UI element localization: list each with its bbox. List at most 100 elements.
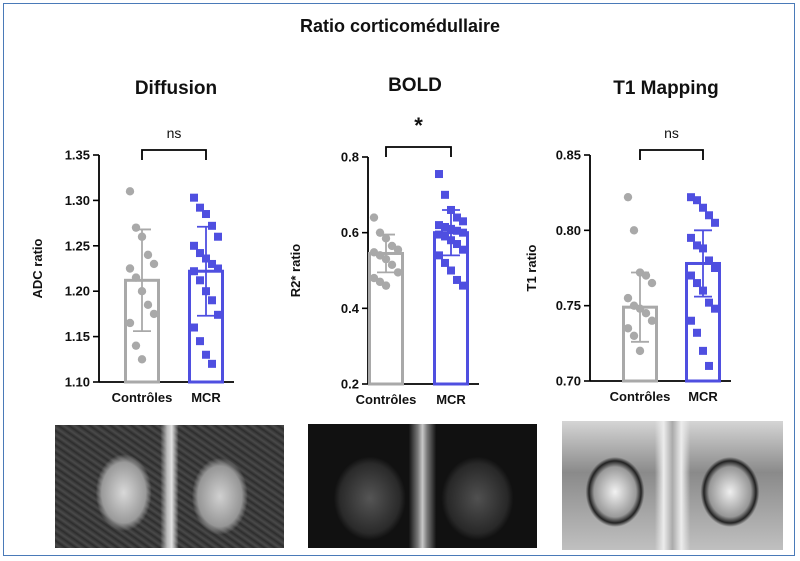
data-point bbox=[208, 296, 216, 305]
data-point bbox=[693, 241, 701, 250]
y-tick-label: 1.10 bbox=[65, 375, 90, 390]
data-point bbox=[453, 275, 461, 284]
data-point bbox=[635, 304, 645, 313]
data-point bbox=[453, 240, 461, 249]
data-point bbox=[711, 218, 719, 227]
y-tick-label: 1.30 bbox=[65, 193, 90, 208]
panel-title: T1 Mapping bbox=[613, 78, 719, 99]
data-point bbox=[459, 217, 467, 226]
data-point bbox=[447, 236, 455, 245]
data-point bbox=[190, 241, 198, 250]
data-point bbox=[375, 277, 385, 287]
data-point bbox=[441, 222, 449, 231]
mri-t1-mapping-image bbox=[562, 421, 783, 550]
data-point bbox=[143, 300, 153, 310]
mri-bold-image bbox=[308, 424, 537, 548]
data-point bbox=[393, 268, 403, 277]
data-point bbox=[125, 187, 135, 196]
data-point bbox=[381, 234, 391, 243]
data-point bbox=[208, 221, 216, 230]
data-point bbox=[369, 273, 379, 283]
y-tick-label: 0.2 bbox=[341, 377, 359, 392]
data-point bbox=[435, 221, 443, 230]
data-point bbox=[693, 196, 701, 205]
data-point bbox=[459, 281, 467, 290]
significance-bracket bbox=[639, 149, 704, 160]
data-point bbox=[196, 203, 204, 212]
significance-bracket bbox=[385, 146, 452, 157]
y-tick-label: 0.80 bbox=[556, 223, 581, 238]
data-point bbox=[387, 260, 397, 270]
data-point bbox=[623, 293, 633, 303]
data-point bbox=[125, 318, 135, 328]
significance-bracket bbox=[141, 149, 207, 160]
data-point bbox=[647, 278, 657, 288]
data-point bbox=[441, 190, 449, 199]
data-point bbox=[629, 226, 639, 235]
data-point bbox=[687, 193, 695, 202]
data-point bbox=[693, 328, 701, 337]
data-point bbox=[711, 264, 719, 272]
data-point bbox=[435, 170, 443, 179]
data-point bbox=[441, 232, 449, 241]
y-tick-label: 0.8 bbox=[341, 150, 359, 165]
data-point bbox=[149, 259, 159, 269]
data-point bbox=[202, 254, 210, 263]
data-point bbox=[131, 341, 141, 350]
data-point bbox=[441, 258, 449, 267]
data-point bbox=[190, 267, 198, 276]
data-point bbox=[635, 346, 645, 356]
y-axis-label: T1 ratio bbox=[524, 244, 539, 291]
data-point bbox=[693, 279, 701, 288]
data-point bbox=[196, 337, 204, 346]
x-tick-label: MCR bbox=[436, 392, 466, 407]
data-point bbox=[202, 350, 210, 359]
data-point bbox=[699, 346, 707, 355]
data-point bbox=[202, 287, 210, 296]
data-point bbox=[131, 223, 141, 232]
data-point bbox=[196, 249, 204, 258]
data-point bbox=[623, 192, 633, 202]
significance-label: ns bbox=[664, 125, 679, 141]
y-axis-label: R2* ratio bbox=[288, 244, 303, 298]
y-tick-label: 1.15 bbox=[65, 329, 90, 344]
data-point bbox=[687, 316, 695, 325]
data-point bbox=[623, 324, 633, 333]
y-tick-label: 1.20 bbox=[65, 284, 90, 299]
data-point bbox=[705, 361, 713, 370]
data-point bbox=[459, 228, 467, 237]
data-point bbox=[125, 264, 135, 273]
data-point bbox=[137, 232, 147, 241]
data-point bbox=[375, 228, 385, 237]
data-point bbox=[143, 250, 153, 260]
data-point bbox=[202, 210, 210, 219]
data-point bbox=[387, 241, 397, 251]
data-point bbox=[453, 226, 461, 235]
y-tick-label: 1.25 bbox=[65, 238, 90, 253]
data-point bbox=[641, 309, 651, 318]
data-point bbox=[131, 273, 141, 282]
data-point bbox=[190, 193, 198, 202]
data-point bbox=[190, 323, 198, 332]
data-point bbox=[699, 203, 707, 212]
data-point bbox=[208, 359, 216, 368]
data-point bbox=[447, 266, 455, 275]
data-point bbox=[214, 264, 222, 273]
x-tick-label: Contrôles bbox=[112, 390, 173, 405]
panel-title: BOLD bbox=[388, 75, 442, 96]
data-point bbox=[699, 286, 707, 295]
data-point bbox=[711, 304, 719, 313]
data-point bbox=[705, 298, 713, 307]
data-point bbox=[459, 245, 467, 254]
data-point bbox=[435, 230, 443, 239]
data-point bbox=[699, 244, 707, 253]
panel-title: Diffusion bbox=[135, 78, 217, 99]
y-tick-label: 0.75 bbox=[556, 298, 581, 313]
data-point bbox=[393, 245, 403, 254]
data-point bbox=[453, 213, 461, 222]
data-point bbox=[208, 259, 216, 268]
data-point bbox=[375, 251, 385, 260]
data-point bbox=[196, 276, 204, 285]
significance-label: ns bbox=[167, 125, 182, 141]
